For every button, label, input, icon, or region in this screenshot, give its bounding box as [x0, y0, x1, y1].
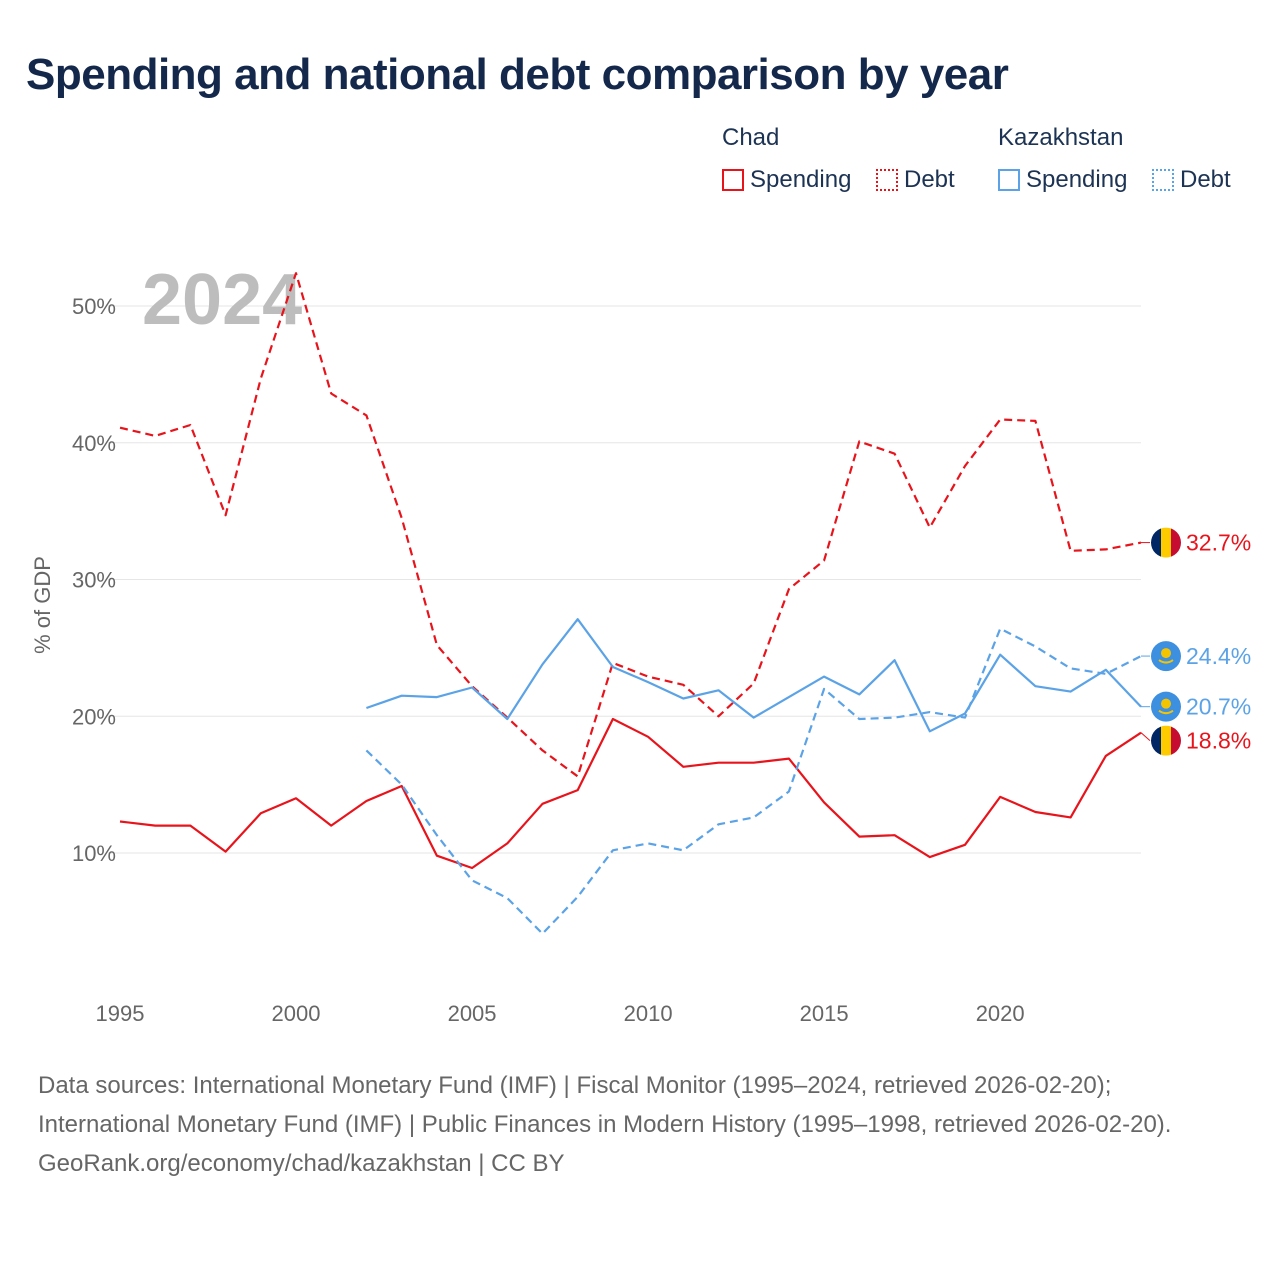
series-line-chad-spending[interactable]: [119, 717, 1142, 870]
legend-item-chad-debt[interactable]: Debt: [876, 166, 955, 194]
legend-group-chad: Chad: [722, 124, 780, 151]
line-chart: 10% 20% 30% 40% 50% 1995 2000 2005 2010 2015 2020…: [30, 260, 1251, 1026]
y-tick-label: 30%: [72, 568, 116, 593]
legend-swatch-dotted: [1152, 169, 1174, 191]
x-axis-ticks: 1995 2000 2005 2010 2015 2020: [96, 1001, 1025, 1026]
series-line-kazakhstan-spending[interactable]: [366, 618, 1142, 733]
y-tick-label: 10%: [72, 841, 116, 866]
legend-label: Spending: [750, 166, 852, 193]
gridlines: [108, 305, 1141, 854]
x-tick-label: 2005: [448, 1001, 497, 1026]
kazakhstan-flag-icon: [1151, 641, 1181, 672]
end-value-label: 32.7%: [1186, 530, 1251, 556]
legend-label: Spending: [1026, 166, 1128, 193]
year-watermark: 2024: [142, 260, 302, 340]
chad-flag-icon: [1151, 725, 1181, 756]
x-tick-label: 2000: [272, 1001, 321, 1026]
end-label-leader: [1140, 732, 1151, 742]
legend-group-kazakhstan: Kazakhstan: [998, 124, 1124, 151]
series-lines: [119, 272, 1142, 935]
series-line-kazakhstan-debt[interactable]: [365, 627, 1142, 935]
chart-title: Spending and national debt comparison by…: [26, 50, 1009, 99]
legend-swatch-dotted: [876, 169, 898, 191]
legend-item-kazakhstan-spending[interactable]: Spending: [998, 166, 1127, 194]
series-line-chad-debt[interactable]: [119, 272, 1142, 778]
x-tick-label: 2010: [624, 1001, 673, 1026]
y-tick-label: 20%: [72, 704, 116, 729]
end-value-label: 18.8%: [1186, 728, 1251, 754]
y-axis-ticks: 10% 20% 30% 40% 50%: [72, 294, 116, 866]
end-labels: 18.8% 32.7% 20.7% 24.4%: [1140, 527, 1251, 756]
x-tick-label: 1995: [96, 1001, 145, 1026]
y-tick-label: 40%: [72, 431, 116, 456]
legend-label: Debt: [1180, 166, 1231, 193]
legend-label: Debt: [904, 166, 955, 193]
legend-item-kazakhstan-debt[interactable]: Debt: [1152, 166, 1231, 194]
end-value-label: 20.7%: [1186, 694, 1251, 720]
footer-sources: Data sources: International Monetary Fun…: [38, 1072, 1172, 1138]
legend-item-chad-spending[interactable]: Spending: [722, 166, 851, 194]
footer-credit[interactable]: GeoRank.org/economy/chad/kazakhstan | CC…: [38, 1150, 565, 1177]
end-value-label: 24.4%: [1186, 643, 1251, 669]
legend-swatch-solid: [998, 169, 1020, 191]
x-tick-label: 2020: [976, 1001, 1025, 1026]
y-tick-label: 50%: [72, 294, 116, 319]
kazakhstan-flag-icon: [1151, 691, 1181, 722]
legend-swatch-solid: [722, 169, 744, 191]
x-tick-label: 2015: [800, 1001, 849, 1026]
footer: Data sources: International Monetary Fun…: [38, 1066, 1238, 1183]
chad-flag-icon: [1151, 527, 1181, 558]
y-axis-label: % of GDP: [30, 556, 55, 654]
